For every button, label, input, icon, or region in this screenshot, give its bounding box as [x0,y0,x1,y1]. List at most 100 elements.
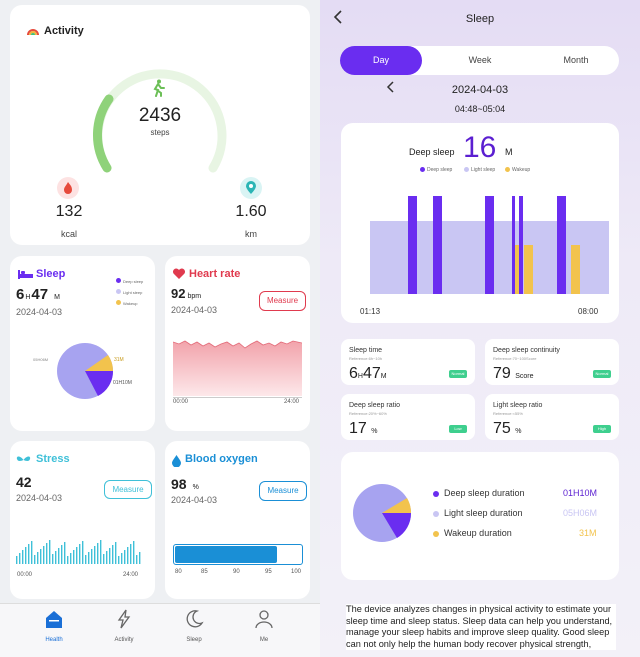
oxygen-gauge-fill [175,546,277,563]
stress-bar [82,541,84,564]
chevron-left-icon [333,10,342,24]
stress-bar [70,553,72,564]
stress-card[interactable]: Stress 42 2024-04-03 Measure 00:00 24:00 [10,441,155,599]
heart-rate-value: 92 bpm [171,286,202,301]
stress-bar [46,543,48,564]
heart-rate-title: Heart rate [189,268,241,280]
tab-day[interactable]: Day [340,46,422,75]
stress-bar [97,543,99,564]
nav-sleep[interactable]: Sleep [164,608,224,643]
stress-bar [130,544,132,564]
stress-bar [88,552,90,564]
km-label: km [245,229,257,239]
stress-bar [73,550,75,564]
stat-sleep-time[interactable]: Sleep time Reference:6h~10h 6H47M Normal [341,339,475,385]
light-duration-value: 05H06M [563,508,598,518]
chart-time-end: 08:00 [578,307,599,316]
sleep-card-date: 2024-04-03 [16,307,63,317]
stress-bar [103,554,105,564]
tab-month[interactable]: Month [563,55,589,65]
oxygen-measure-button[interactable]: Measure [259,481,307,501]
activity-rainbow-icon [27,29,39,36]
stress-bar [37,552,39,564]
stat-light-ratio[interactable]: Light sleep ratio Reference:<55% 75 % Hi… [485,394,619,440]
stress-bar [85,555,87,564]
sleep-card[interactable]: Sleep 6H47 M 2024-04-03 Deep sleep Light … [10,256,155,431]
steps-value: 2436 [138,105,182,126]
nav-activity[interactable]: Activity [94,608,154,643]
sleep-stage-bars [370,196,609,294]
activity-title: Activity [44,25,84,37]
stress-bar [16,556,18,564]
wake-duration-row: Wakeup duration [433,528,512,538]
prev-date-button[interactable] [386,80,396,98]
stress-bar [121,553,123,564]
stress-bar [133,541,135,564]
legend-wake: Wakeup [505,167,530,173]
stat-deep-ratio[interactable]: Deep sleep ratio Reference:20%~60% 17 % … [341,394,475,440]
sleep-duration-card[interactable]: Deep sleep duration 01H10M Light sleep d… [341,452,619,580]
heart-icon [172,268,186,279]
activity-card[interactable]: Activity 2436 steps 132 kcal 1.60 km [10,5,310,245]
water-drop-icon [172,455,181,467]
steps-label: steps [150,128,170,137]
sleep-duration: 6H47 M [16,286,60,303]
sleep-pie-label-wake: 31M [114,357,124,363]
stress-bar [94,546,96,564]
stress-bar [22,550,24,564]
stress-bar [100,540,102,564]
stress-bar [76,547,78,564]
stress-measure-button[interactable]: Measure [104,480,152,499]
stress-bar [40,549,42,564]
stress-bar [139,552,141,564]
health-dashboard: Activity 2436 steps 132 kcal 1.60 km [0,0,320,657]
butterfly-icon [16,456,31,461]
stress-bar [34,555,36,564]
nav-me[interactable]: Me [234,608,294,643]
heart-x-axis [173,397,302,398]
stress-x-start: 00:00 [17,572,33,578]
wake-duration-value: 31M [579,528,597,538]
heart-rate-chart [173,340,302,396]
nav-health[interactable]: Health [24,608,84,643]
deep-sleep-unit: M [505,147,513,157]
status-badge: High [593,425,611,433]
blood-oxygen-card[interactable]: Blood oxygen 98% 2024-04-03 Measure 80 8… [165,441,310,599]
stress-bar [79,544,81,564]
stress-bar [67,556,69,564]
kcal-label: kcal [60,229,77,239]
stress-bar [124,550,126,564]
tab-week[interactable]: Week [468,55,492,65]
sleep-stage-chart[interactable]: Deep sleep 16 M Deep sleep Light sleep W… [341,123,619,323]
stress-title: Stress [36,453,70,465]
stress-bar [112,545,114,564]
heart-rate-card[interactable]: Heart rate 92 bpm 2024-04-03 Measure 00:0… [165,256,310,431]
stress-value: 42 [16,474,32,490]
deep-sleep-value: 16 [463,131,497,164]
lightning-icon [117,609,131,629]
stress-bar [55,551,57,564]
heart-measure-button[interactable]: Measure [259,291,306,311]
sleep-detail-screen: Sleep Day Week Month 2024-04-03 04:48~05… [320,0,640,657]
stress-bar [127,547,129,564]
person-icon [255,610,273,629]
calories-flame-icon [57,177,79,199]
stress-bar [58,548,60,564]
stress-bar [49,540,51,564]
bottom-nav: Health Activity Sleep Me [0,603,320,657]
light-duration-row: Light sleep duration [433,508,523,518]
deep-sleep-label: Deep sleep [409,147,455,157]
selected-date: 2024-04-03 [451,84,509,96]
bed-icon [18,270,33,279]
stress-bar [115,542,117,564]
heart-x-end: 24:00 [284,399,300,405]
status-badge: Normal [449,370,467,378]
stress-bar [28,544,30,564]
walking-icon [153,79,165,97]
distance-pin-icon [240,177,262,199]
stat-deep-continuity[interactable]: Deep sleep continuity Reference:70~100Sc… [485,339,619,385]
stress-x-end: 24:00 [123,572,139,578]
sleep-card-title: Sleep [36,268,66,280]
stress-bar [52,554,54,564]
back-button[interactable] [332,9,344,30]
